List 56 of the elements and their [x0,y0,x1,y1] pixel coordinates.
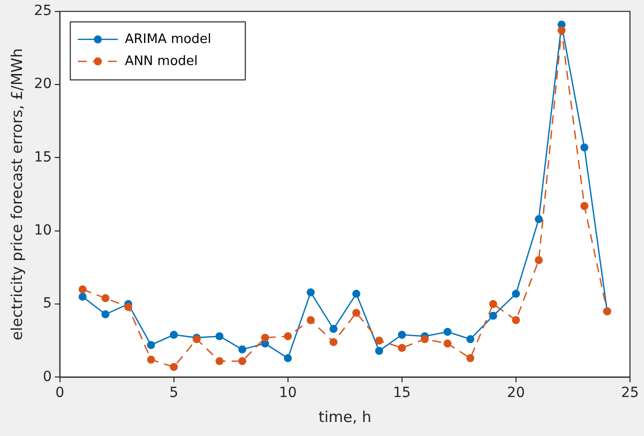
x-axis-title: time, h [318,408,372,426]
point [352,308,360,317]
x-tick-label: 5 [169,385,178,402]
point [375,346,384,355]
point [534,256,543,264]
point [398,330,406,339]
point [398,344,406,352]
y-tick-label: 25 [34,3,52,20]
point [238,357,246,366]
y-tick-label: 15 [34,149,52,166]
point [170,330,178,339]
point [444,328,452,336]
point [489,300,498,308]
point [352,290,360,298]
x-tick-label: 25 [621,385,639,402]
point [124,302,132,311]
point [238,345,246,354]
point [580,143,588,152]
point [512,316,520,324]
point [147,356,156,364]
point [444,340,452,348]
point [306,316,315,324]
point [558,26,566,34]
y-axis-title: electricity price forecast errors, £/MWh [8,48,26,340]
point [78,285,87,294]
point [466,335,474,344]
point [306,288,315,296]
point [420,335,429,344]
y-tick-label: 10 [34,222,52,239]
point [170,362,178,371]
point [147,341,156,350]
point [284,332,292,340]
point [375,336,384,345]
y-tick-label: 5 [42,296,52,312]
point [466,354,474,362]
point [215,332,224,340]
y-tick-label: 20 [34,76,52,92]
point [580,202,588,210]
point [489,312,498,320]
point [78,292,87,301]
x-tick-label: 10 [278,385,297,402]
point [215,357,224,366]
y-tick-label: 0 [42,368,52,385]
legend-label: ARIMA model [124,32,212,47]
point [101,294,110,302]
x-tick-label: 20 [507,385,525,402]
point [284,354,292,362]
point [101,310,110,318]
point [261,334,270,342]
point [512,290,520,298]
legend-label: ANN model [124,54,198,69]
point [330,338,338,346]
point [534,215,543,224]
x-tick-label: 0 [55,385,64,402]
point [330,324,338,333]
x-tick-label: 15 [393,385,411,402]
